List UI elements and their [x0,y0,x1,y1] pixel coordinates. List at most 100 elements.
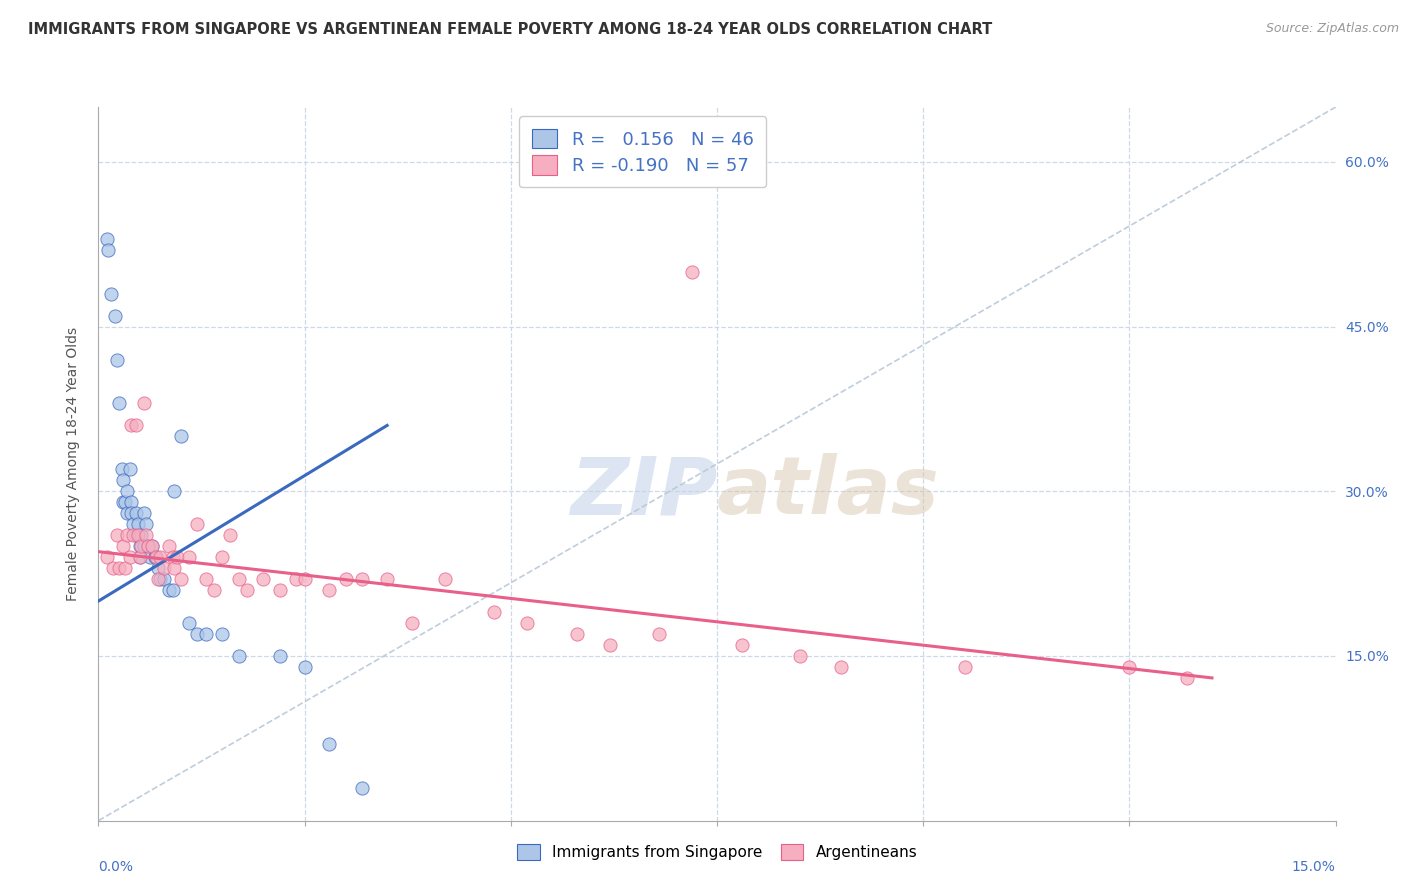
Point [269,648,291,663]
Text: Source: ZipAtlas.com: Source: ZipAtlas.com [1265,22,1399,36]
Text: ZIP: ZIP [569,453,717,532]
Point [122,517,145,532]
Point [830,660,852,674]
Point [789,648,811,663]
Legend: Immigrants from Singapore, Argentineans: Immigrants from Singapore, Argentineans [510,838,924,866]
Point [565,627,588,641]
Point [118,462,141,476]
Point [120,506,142,520]
Point [194,572,217,586]
Point [112,473,135,487]
Point [186,517,208,532]
Point [141,539,163,553]
Point [163,561,186,575]
Text: 0.0%: 0.0% [98,860,134,874]
Text: 15.0%: 15.0% [1292,860,1336,874]
Point [127,528,149,542]
Point [149,572,172,586]
Point [153,561,176,575]
Point [1175,671,1198,685]
Point [352,780,374,795]
Point [128,539,150,553]
Text: atlas: atlas [717,453,939,532]
Point [352,572,374,586]
Point [127,517,149,532]
Point [375,572,398,586]
Point [681,265,703,279]
Point [252,572,274,586]
Point [108,396,131,410]
Point [100,286,122,301]
Point [138,550,160,565]
Point [335,572,357,586]
Point [117,506,139,520]
Point [117,528,139,542]
Point [153,572,176,586]
Point [122,528,145,542]
Point [211,627,233,641]
Point [166,550,188,565]
Point [599,638,621,652]
Point [285,572,308,586]
Point [143,550,166,565]
Point [135,517,157,532]
Point [97,243,120,257]
Point [124,528,146,542]
Point [124,506,146,520]
Point [163,484,186,499]
Point [128,550,150,565]
Point [433,572,456,586]
Point [484,605,506,619]
Text: IMMIGRANTS FROM SINGAPORE VS ARGENTINEAN FEMALE POVERTY AMONG 18-24 YEAR OLDS CO: IMMIGRANTS FROM SINGAPORE VS ARGENTINEAN… [28,22,993,37]
Point [114,561,136,575]
Point [211,550,233,565]
Point [731,638,754,652]
Point [149,550,172,565]
Point [318,583,340,598]
Point [145,550,167,565]
Point [124,418,146,433]
Point [648,627,671,641]
Point [318,737,340,751]
Point [157,539,180,553]
Point [117,484,139,499]
Point [294,660,316,674]
Point [157,583,180,598]
Point [401,615,423,630]
Point [110,462,132,476]
Point [135,528,157,542]
Point [219,528,242,542]
Point [132,396,155,410]
Point [136,539,159,553]
Point [170,572,193,586]
Point [516,615,538,630]
Point [186,627,208,641]
Point [103,561,125,575]
Point [228,572,250,586]
Point [141,539,163,553]
Point [128,550,150,565]
Point [269,583,291,598]
Point [194,627,217,641]
Point [294,572,316,586]
Point [131,539,153,553]
Point [131,528,153,542]
Point [162,583,184,598]
Point [105,528,128,542]
Point [179,550,201,565]
Point [953,660,976,674]
Point [108,561,131,575]
Point [236,583,259,598]
Point [112,495,135,509]
Point [96,550,118,565]
Point [228,648,250,663]
Point [1118,660,1140,674]
Point [114,495,136,509]
Point [146,561,169,575]
Point [145,550,167,565]
Point [96,232,118,246]
Point [132,539,155,553]
Point [120,495,142,509]
Point [179,615,201,630]
Point [136,539,159,553]
